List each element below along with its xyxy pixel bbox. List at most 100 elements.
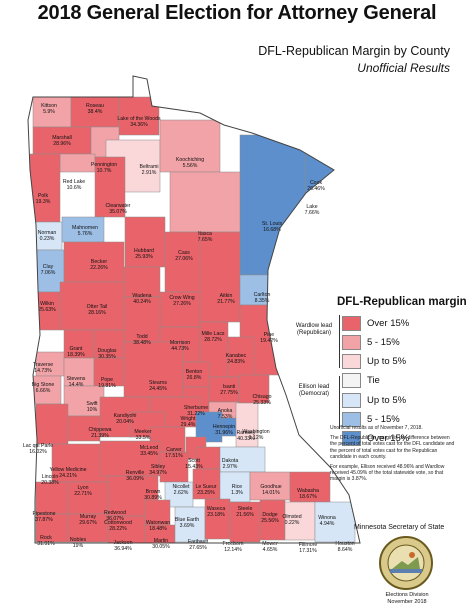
county-name: Sibley bbox=[151, 464, 166, 470]
county-name: Carlton bbox=[254, 292, 271, 298]
county-name: Meeker bbox=[134, 429, 152, 435]
county-label-clearwater: Clearwater 35.07% bbox=[105, 203, 130, 215]
county-olmsted bbox=[284, 501, 316, 541]
county-name: Steele bbox=[238, 506, 253, 512]
county-name: Morrison bbox=[170, 340, 190, 346]
county-margin: 38.4% bbox=[88, 109, 103, 115]
county-rock bbox=[34, 542, 68, 543]
county-name: Polk bbox=[38, 193, 48, 199]
county-margin: 12.14% bbox=[224, 547, 242, 553]
county-label-stearns: Stearns 24.45% bbox=[149, 380, 167, 392]
county-name: Goodhue bbox=[260, 484, 281, 490]
ellison-lead-label: Ellison lead (Democrat) bbox=[298, 384, 330, 398]
county-name: Kittson bbox=[41, 103, 57, 109]
legend-label: Over 15% bbox=[367, 317, 410, 329]
county-margin: 1.12% bbox=[249, 435, 264, 441]
county-margin: 5.56% bbox=[183, 163, 198, 169]
county-margin: 14.01% bbox=[262, 490, 280, 496]
county-margin: 26.8% bbox=[187, 375, 202, 381]
county-margin: 7.53% bbox=[218, 414, 233, 420]
county-name: Nicollet bbox=[172, 484, 190, 490]
county-label-lac-qui-parle: Lac qui Parle 16.02% bbox=[23, 443, 53, 455]
county-margin: 5.9% bbox=[43, 109, 55, 115]
county-label-chippewa: Chippewa 21.39% bbox=[88, 427, 111, 439]
county-name: Benton bbox=[186, 369, 203, 375]
county-label-st-louis: St. Louis 16.68% bbox=[262, 221, 283, 233]
county-margin: 23.25% bbox=[197, 490, 215, 496]
county-margin: 14.73% bbox=[34, 368, 52, 374]
county-margin: 6.66% bbox=[36, 388, 51, 394]
county-name: Fillmore bbox=[299, 542, 318, 548]
county-name: Douglas bbox=[97, 348, 116, 354]
county-label-otter-tail: Otter Tail 28.16% bbox=[87, 304, 108, 316]
county-margin: 19% bbox=[73, 543, 84, 549]
county-label-marshall: Marshall 28.96% bbox=[52, 135, 72, 147]
county-label-sibley: Sibley 34.97% bbox=[149, 464, 167, 476]
county-margin: 34.36% bbox=[130, 122, 148, 128]
county-margin: 15.43% bbox=[185, 464, 203, 470]
county-label-redwood: Redwood 36.07% bbox=[104, 510, 126, 522]
county-name: Mille Lacs bbox=[201, 331, 224, 337]
wardlow-bracket bbox=[333, 315, 340, 368]
county-name: Hennepin bbox=[213, 424, 235, 430]
county-name: Blue Earth bbox=[175, 517, 199, 523]
county-crow-wing bbox=[159, 291, 201, 328]
county-margin: 26.46% bbox=[307, 186, 325, 192]
county-label-grant: Grant 18.39% bbox=[67, 346, 85, 358]
county-name: Stevens bbox=[67, 376, 86, 382]
county-blue-earth bbox=[174, 506, 206, 543]
county-label-stevens: Stevens 14.4% bbox=[67, 376, 86, 388]
county-name: Rice bbox=[232, 484, 242, 490]
legend-swatch bbox=[342, 315, 361, 331]
county-name: Faribault bbox=[188, 539, 209, 545]
legend-swatch bbox=[342, 392, 361, 408]
county-label-scott: Scott 15.43% bbox=[185, 458, 203, 470]
county-margin: 25.56% bbox=[261, 518, 279, 524]
ellison-bracket bbox=[333, 376, 340, 429]
county-label-carlton: Carlton 8.35% bbox=[254, 292, 271, 304]
county-label-wright: Wright 29.4% bbox=[181, 416, 196, 428]
legend-swatch bbox=[342, 354, 361, 370]
county-label-winona: Winona 4.94% bbox=[318, 515, 336, 527]
county-margin: 18.67% bbox=[299, 494, 317, 500]
county-label-hennepin: Hennepin 31.96% bbox=[213, 424, 235, 436]
agency-name: Minnesota Secretary of State bbox=[354, 524, 445, 531]
legend-swatch bbox=[342, 431, 361, 447]
county-margin: 37.87% bbox=[35, 517, 53, 523]
legend-item: Tie bbox=[342, 372, 380, 390]
county-name: Yellow Medicine bbox=[49, 467, 86, 473]
county-name: Le Sueur bbox=[195, 484, 216, 490]
legend-item: Over 15% bbox=[342, 430, 409, 448]
county-name: Grant bbox=[70, 346, 84, 352]
county-name: Stearns bbox=[149, 380, 167, 386]
county-name: Aitkin bbox=[220, 293, 233, 299]
county-margin: 5.76% bbox=[78, 231, 93, 237]
map-subtitle-unofficial: Unofficial Results bbox=[357, 61, 450, 75]
legend-item: Up to 5% bbox=[342, 391, 406, 409]
note-definition: The DFL-Republican margin is the differe… bbox=[330, 435, 455, 460]
county-name: Marshall bbox=[52, 135, 72, 141]
legend-label: Over 15% bbox=[367, 433, 410, 445]
county-label-todd: Todd 38.48% bbox=[133, 334, 151, 346]
county-margin: 36.94% bbox=[114, 546, 132, 552]
map-subtitle: DFL-Republican Margin by County bbox=[258, 44, 450, 58]
county-name: Olmsted bbox=[282, 514, 301, 520]
county-name: Big Stone bbox=[32, 382, 55, 388]
county-name: Clearwater bbox=[105, 203, 130, 209]
county-margin: 28.22% bbox=[109, 526, 127, 532]
county-margin: 21.56% bbox=[236, 512, 254, 518]
county-name: Crow Wing bbox=[169, 295, 194, 301]
legend-item: Up to 5% bbox=[342, 353, 406, 371]
county-label-meeker: Meeker 33.5% bbox=[134, 429, 152, 441]
county-name: Sherburne bbox=[184, 405, 208, 411]
county-margin: 17.31% bbox=[299, 548, 317, 554]
county-margin: 24.45% bbox=[149, 386, 167, 392]
county-label-clay: Clay 7.06% bbox=[41, 264, 56, 276]
county-margin: 4.94% bbox=[320, 521, 335, 527]
county-lincoln bbox=[35, 481, 69, 515]
county-label-koochiching: Koochiching 5.56% bbox=[176, 157, 204, 169]
county-winona bbox=[314, 501, 356, 543]
county-margin: 30.05% bbox=[152, 544, 170, 550]
county-margin: 19.42% bbox=[260, 338, 278, 344]
county-margin: 24.21% bbox=[59, 473, 77, 479]
